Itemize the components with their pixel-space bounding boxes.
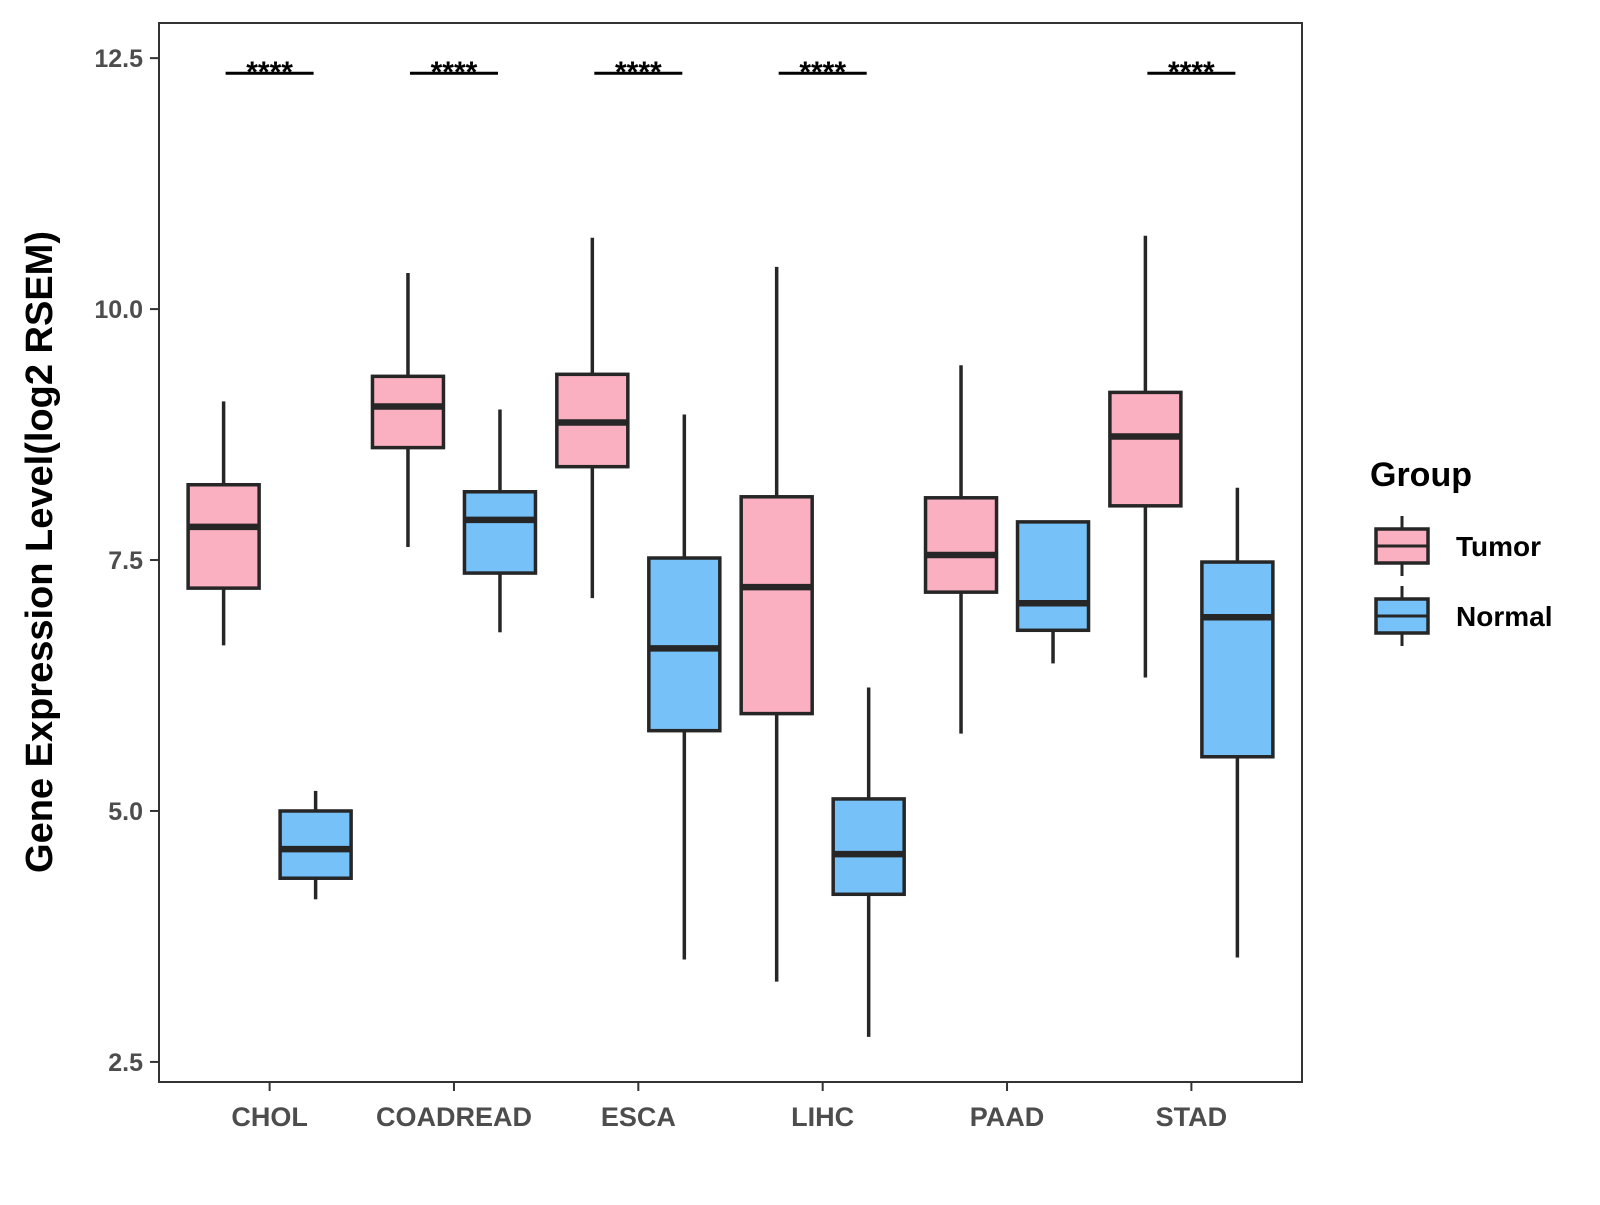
legend-label: Normal: [1456, 601, 1552, 632]
significance-label: ****: [246, 56, 293, 89]
box-layer: [186, 235, 1275, 1037]
y-axis: 2.5 5.0 7.5 10.0 12.5: [94, 45, 159, 1077]
legend-title: Group: [1370, 456, 1472, 494]
iqr-box: [647, 556, 722, 733]
box-tumor-esca: [555, 237, 630, 599]
box-normal-paad: [1015, 520, 1091, 664]
y-tick-label: 10.0: [94, 296, 143, 324]
box-tumor-chol: [186, 401, 261, 646]
x-tick-label: STAD: [1156, 1102, 1228, 1132]
x-tick-label: LIHC: [791, 1102, 854, 1132]
x-tick-label: COADREAD: [376, 1102, 532, 1132]
iqr-box: [462, 490, 538, 575]
box-normal-coadread: [462, 409, 538, 633]
iqr-box: [739, 495, 814, 716]
iqr-box: [370, 374, 446, 450]
y-tick-label: 12.5: [94, 45, 143, 73]
significance-label: ****: [431, 56, 478, 89]
legend-label: Tumor: [1456, 531, 1541, 562]
significance-label: ****: [615, 56, 662, 89]
y-tick-label: 5.0: [108, 798, 143, 826]
box-tumor-stad: [1108, 235, 1183, 678]
x-tick-label: ESCA: [601, 1102, 676, 1132]
box-tumor-coadread: [370, 272, 446, 547]
iqr-box: [278, 809, 353, 880]
x-axis: CHOL COADREAD ESCA LIHC PAAD STAD: [231, 1082, 1227, 1132]
y-axis-label: Gene Expression Level(log2 RSEM): [19, 231, 61, 873]
box-normal-stad: [1200, 487, 1275, 958]
significance-label: ****: [1168, 56, 1215, 89]
legend: Group Tumor Normal: [1370, 456, 1552, 646]
significance-layer: **** **** **** **** ****: [225, 56, 1236, 89]
plot-panel: [158, 22, 1303, 1083]
x-tick-label: CHOL: [231, 1102, 308, 1132]
legend-entry-normal: Normal: [1374, 586, 1552, 646]
y-tick-label: 7.5: [108, 547, 143, 575]
box-normal-lihc: [831, 687, 906, 1037]
iqr-box: [1015, 520, 1091, 633]
box-tumor-paad: [923, 365, 999, 734]
box-normal-esca: [647, 414, 722, 960]
iqr-box: [1108, 390, 1183, 508]
box-tumor-lihc: [739, 266, 814, 982]
y-tick-label: 2.5: [108, 1049, 143, 1077]
x-tick-label: PAAD: [970, 1102, 1045, 1132]
box-normal-chol: [278, 790, 353, 900]
legend-entry-tumor: Tumor: [1374, 516, 1541, 576]
iqr-box: [186, 482, 261, 590]
iqr-box: [831, 797, 906, 897]
iqr-box: [1200, 560, 1275, 759]
iqr-box: [923, 496, 999, 594]
significance-label: ****: [799, 56, 846, 89]
